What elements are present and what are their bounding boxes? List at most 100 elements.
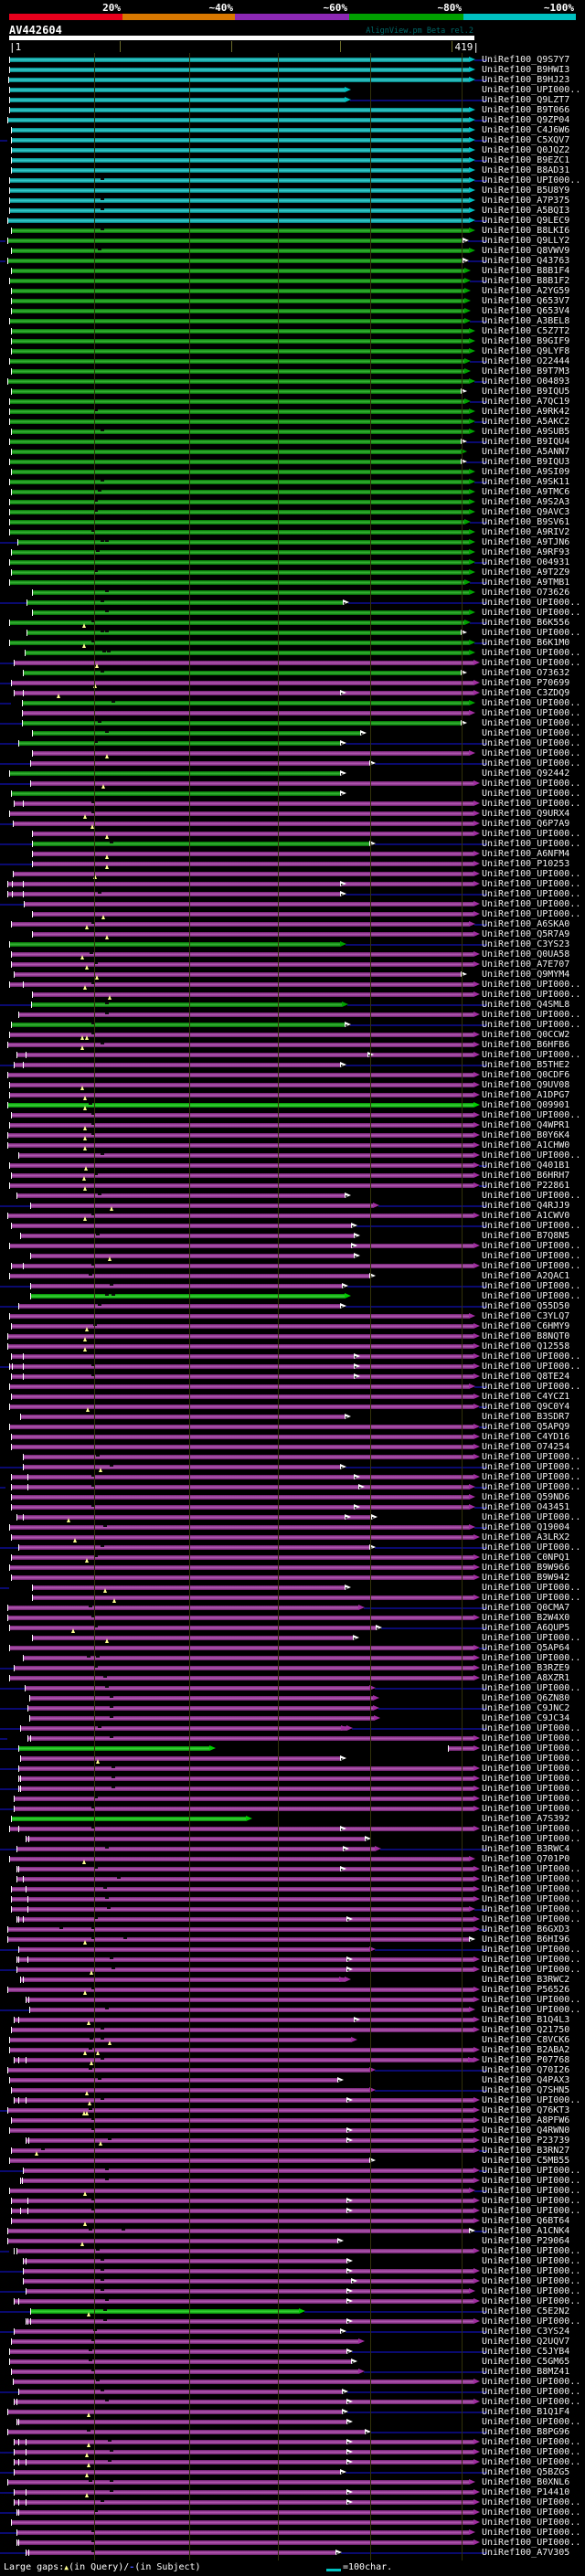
hit-bar[interactable]	[18, 1776, 473, 1781]
hit-bar[interactable]	[7, 1103, 473, 1108]
hit-label[interactable]: UniRef100_B9T7M3	[482, 366, 570, 376]
hit-bar[interactable]	[9, 399, 464, 404]
hit-bar[interactable]	[25, 1686, 369, 1691]
hit-bar[interactable]	[9, 1163, 473, 1168]
hit-bar[interactable]	[7, 2480, 469, 2485]
hit-label[interactable]: UniRef100_UPI000..	[482, 1914, 581, 1924]
hit-bar[interactable]	[9, 1405, 473, 1409]
hit-label[interactable]: UniRef100_B6HRH7	[482, 1171, 570, 1181]
hit-label[interactable]: UniRef100_B6GXD3	[482, 1924, 570, 1935]
hit-bar[interactable]	[9, 982, 473, 987]
hit-bar[interactable]	[14, 1797, 473, 1801]
hit-label[interactable]: UniRef100_B3RN27	[482, 2146, 570, 2156]
hit-bar[interactable]	[31, 1002, 342, 1007]
hit-label[interactable]: UniRef100_A7P375	[482, 196, 570, 206]
hit-bar[interactable]	[18, 1947, 369, 1952]
hit-bar[interactable]	[23, 2279, 473, 2284]
hit-bar[interactable]	[7, 1937, 469, 1942]
hit-bar[interactable]	[7, 1043, 473, 1047]
hit-bar[interactable]	[26, 2138, 473, 2143]
hit-label[interactable]: UniRef100_UPI000..	[482, 1834, 581, 1844]
hit-bar[interactable]	[14, 1666, 473, 1670]
hit-bar[interactable]	[23, 2168, 473, 2173]
hit-bar[interactable]	[30, 2309, 299, 2314]
hit-bar[interactable]	[23, 1465, 340, 1469]
hit-label[interactable]: UniRef100_O73632	[482, 668, 570, 678]
hit-bar[interactable]	[9, 560, 469, 565]
hit-label[interactable]: UniRef100_Q0JQZ2	[482, 145, 570, 155]
hit-bar[interactable]	[18, 1786, 473, 1791]
hit-bar[interactable]	[9, 2349, 346, 2354]
hit-bar[interactable]	[29, 2008, 469, 2012]
hit-label[interactable]: UniRef100_C3YLQ7	[482, 1311, 570, 1321]
hit-bar[interactable]	[18, 2390, 342, 2394]
hit-label[interactable]: UniRef100_UPI000..	[482, 1512, 581, 1522]
hit-label[interactable]: UniRef100_A1DPG7	[482, 1090, 570, 1100]
hit-bar[interactable]	[32, 1595, 473, 1600]
hit-bar[interactable]	[9, 2078, 337, 2083]
hit-label[interactable]: UniRef100_UPI000..	[482, 598, 581, 608]
hit-bar[interactable]	[27, 1736, 473, 1741]
hit-label[interactable]: UniRef100_UPI000..	[482, 1764, 581, 1774]
hit-bar[interactable]	[14, 2058, 473, 2062]
hit-label[interactable]: UniRef100_Q9URX4	[482, 809, 570, 819]
hit-label[interactable]: UniRef100_UPI000..	[482, 909, 581, 919]
hit-bar[interactable]	[11, 289, 464, 293]
hit-label[interactable]: UniRef100_C4YD16	[482, 1432, 570, 1442]
hit-label[interactable]: UniRef100_UPI000..	[482, 608, 581, 618]
hit-bar[interactable]	[9, 188, 469, 193]
hit-label[interactable]: UniRef100_UPI000..	[482, 980, 581, 990]
hit-bar[interactable]	[11, 168, 469, 173]
hit-label[interactable]: UniRef100_A9SK11	[482, 477, 570, 487]
hit-label[interactable]: UniRef100_B9T066	[482, 105, 570, 115]
hit-label[interactable]: UniRef100_Q9LZT7	[482, 95, 570, 105]
hit-bar[interactable]	[32, 832, 473, 836]
hit-bar[interactable]	[11, 1354, 473, 1359]
hit-bar[interactable]	[7, 259, 463, 263]
hit-label[interactable]: UniRef100_P10253	[482, 859, 570, 869]
hit-bar[interactable]	[11, 2520, 473, 2525]
hit-label[interactable]: UniRef100_O04931	[482, 557, 570, 567]
hit-bar[interactable]	[9, 1626, 376, 1630]
hit-label[interactable]: UniRef100_UPI000..	[482, 2095, 581, 2105]
hit-label[interactable]: UniRef100_P22861	[482, 1181, 570, 1191]
hit-label[interactable]: UniRef100_P07768	[482, 2055, 570, 2065]
hit-bar[interactable]	[14, 2450, 473, 2454]
hit-bar[interactable]	[9, 1646, 473, 1650]
hit-label[interactable]: UniRef100_A9RK42	[482, 407, 570, 417]
hit-bar[interactable]	[9, 1183, 473, 1188]
hit-label[interactable]: UniRef100_UPI000..	[482, 2528, 581, 2538]
hit-bar[interactable]	[18, 741, 340, 746]
hit-bar[interactable]	[11, 2028, 473, 2032]
hit-label[interactable]: UniRef100_Q0CCW2	[482, 1030, 570, 1040]
hit-label[interactable]: UniRef100_UPI000..	[482, 1452, 581, 1462]
hit-label[interactable]: UniRef100_B9IQU3	[482, 457, 570, 467]
hit-bar[interactable]	[9, 1676, 473, 1680]
hit-label[interactable]: UniRef100_A7S392	[482, 1814, 570, 1824]
hit-bar[interactable]	[16, 2510, 473, 2515]
hit-bar[interactable]	[11, 1264, 473, 1268]
hit-bar[interactable]	[13, 2380, 473, 2384]
hit-label[interactable]: UniRef100_Q0CDF6	[482, 1070, 570, 1080]
hit-label[interactable]: UniRef100_UPI000..	[482, 1744, 581, 1754]
hit-bar[interactable]	[9, 620, 464, 625]
hit-label[interactable]: UniRef100_UPI000..	[482, 990, 581, 1000]
hit-label[interactable]: UniRef100_B1Q1F4	[482, 2407, 570, 2417]
hit-bar[interactable]	[20, 2178, 473, 2183]
hit-bar[interactable]	[9, 1314, 469, 1319]
hit-label[interactable]: UniRef100_C3YS23	[482, 939, 570, 949]
hit-bar[interactable]	[23, 2259, 346, 2263]
hit-label[interactable]: UniRef100_Q4SML8	[482, 1000, 570, 1010]
hit-bar[interactable]	[9, 2038, 351, 2042]
hit-bar[interactable]	[7, 2239, 337, 2243]
hit-label[interactable]: UniRef100_C5XQV7	[482, 135, 570, 145]
hit-label[interactable]: UniRef100_Q4RWN0	[482, 2125, 570, 2136]
hit-bar[interactable]	[9, 319, 464, 323]
hit-label[interactable]: UniRef100_UPI000..	[482, 1110, 581, 1120]
hit-label[interactable]: UniRef100_B8PG96	[482, 2427, 570, 2437]
hit-bar[interactable]	[7, 1616, 473, 1620]
hit-bar[interactable]	[9, 480, 469, 484]
hit-bar[interactable]	[7, 379, 469, 384]
hit-label[interactable]: UniRef100_UPI000..	[482, 1945, 581, 1955]
hit-bar[interactable]	[30, 781, 473, 786]
